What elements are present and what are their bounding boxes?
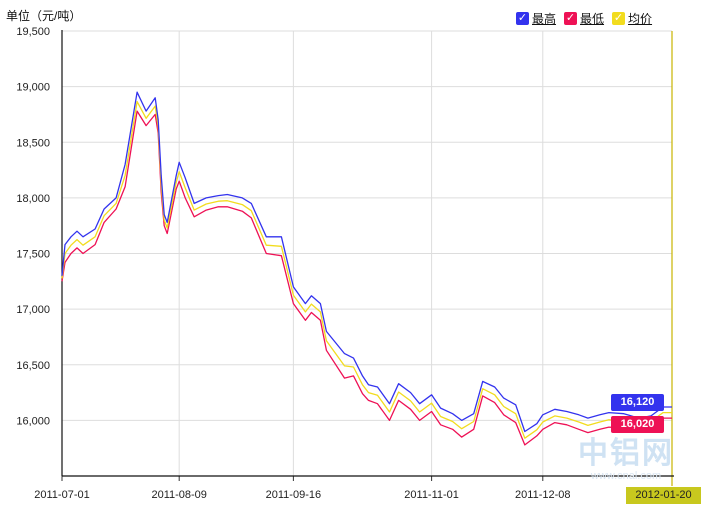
legend-label-avg[interactable]: 均价 <box>628 12 653 26</box>
y-tick-label: 19,500 <box>16 26 50 38</box>
y-tick-label: 16,000 <box>16 415 50 427</box>
checkbox-high-icon[interactable]: ✓ <box>516 12 529 25</box>
checkbox-low-icon[interactable]: ✓ <box>564 12 578 25</box>
checkbox-avg-icon[interactable]: ✓ <box>612 12 626 25</box>
legend-item-avg[interactable]: ✓ 均价 <box>612 10 652 27</box>
legend: ✓ 最高 ✓ 最低 ✓ 均价 <box>516 10 652 27</box>
y-tick-label: 18,000 <box>16 193 50 205</box>
legend-label-low[interactable]: 最低 <box>580 12 605 26</box>
series-line-low <box>61 110 672 446</box>
y-tick-label: 16,500 <box>16 360 50 372</box>
series-line-high <box>61 91 672 433</box>
high-value-badge: 16,120 <box>611 394 664 412</box>
x-tick-label: 2011-12-08 <box>515 489 570 501</box>
low-value-badge: 16,020 <box>611 416 664 434</box>
x-tick-label: 2011-08-09 <box>151 489 206 501</box>
watermark: 中铝网 www.cnal.com <box>566 437 686 483</box>
y-tick-label: 19,000 <box>16 82 50 94</box>
x-tick-label: 2011-09-16 <box>266 489 321 501</box>
watermark-logo: 中铝网 <box>578 437 674 470</box>
legend-item-high[interactable]: ✓ 最高 <box>516 10 556 27</box>
y-tick-label: 17,500 <box>16 249 50 261</box>
legend-label-high[interactable]: 最高 <box>532 12 557 26</box>
current-date-flag: 2012-01-20 <box>626 487 701 504</box>
watermark-url: www.cnal.com <box>590 470 662 482</box>
x-tick-label: 2011-07-01 <box>34 489 89 501</box>
unit-label: 单位（元/吨） <box>6 9 82 23</box>
legend-item-low[interactable]: ✓ 最低 <box>564 10 604 27</box>
series-line-avg <box>61 100 672 439</box>
x-tick-label: 2011-11-01 <box>404 489 459 501</box>
y-tick-label: 18,500 <box>16 137 50 149</box>
y-tick-label: 17,000 <box>16 304 50 316</box>
